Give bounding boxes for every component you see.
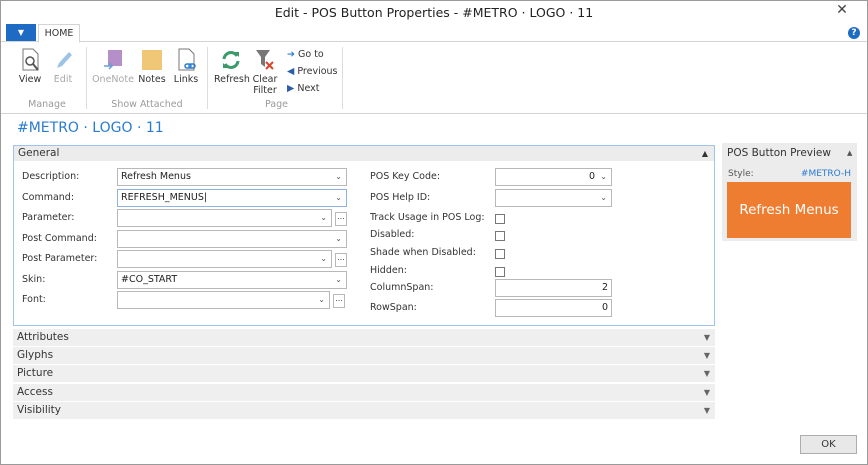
chevron-down-icon: ▼ (703, 369, 710, 378)
shade-when-disabled-label: Shade when Disabled: (370, 247, 476, 258)
previous-button[interactable]: ◀ Previous (287, 66, 338, 77)
onenote-button[interactable]: OneNote (92, 48, 134, 85)
description-label: Description: (22, 171, 80, 182)
previous-icon: ◀ (287, 66, 295, 77)
onenote-icon (104, 50, 122, 70)
skin-field[interactable]: #CO_START ⌄ (117, 271, 347, 289)
row-span-label: RowSpan: (370, 302, 417, 313)
divider (86, 47, 87, 109)
view-icon (22, 48, 39, 71)
preview-title: POS Button Preview (727, 147, 831, 159)
general-header[interactable]: General ▲ (14, 146, 714, 161)
chevron-down-icon: ⌄ (335, 172, 342, 181)
help-icon[interactable]: ? (848, 27, 860, 39)
chevron-down-icon: ⌄ (318, 295, 325, 304)
parameter-lookup-button[interactable]: ... (335, 212, 347, 226)
link-icon (178, 48, 196, 71)
general-panel (13, 145, 715, 326)
section-glyphs[interactable]: Glyphs ▼ (13, 347, 715, 364)
next-button[interactable]: ▶ Next (287, 83, 320, 94)
notes-button[interactable]: Notes (137, 48, 167, 85)
chevron-down-icon: ⌄ (335, 234, 342, 243)
close-icon[interactable]: ✕ (836, 2, 848, 18)
disabled-label: Disabled: (370, 229, 415, 240)
chevron-up-icon: ▲ (701, 149, 708, 158)
refresh-icon (222, 51, 240, 69)
chevron-down-icon: ▼ (703, 351, 710, 360)
disabled-checkbox[interactable] (495, 231, 505, 241)
chevron-down-icon: ⌄ (335, 193, 342, 202)
post-parameter-lookup-button[interactable]: ... (335, 253, 347, 267)
ribbon-tab-bar (1, 22, 867, 42)
pencil-icon (57, 52, 72, 68)
go-to-button[interactable]: ➔ Go to (287, 49, 324, 60)
command-label: Command: (22, 192, 75, 203)
command-field[interactable]: REFRESH_MENUS| ⌄ (117, 189, 347, 207)
column-span-label: ColumnSpan: (370, 282, 434, 293)
chevron-down-icon: ▼ (703, 388, 710, 397)
note-icon (142, 50, 162, 70)
font-label: Font: (22, 294, 46, 305)
preview-button[interactable]: Refresh Menus (727, 182, 851, 238)
hidden-label: Hidden: (370, 265, 407, 276)
chevron-down-icon: ⌄ (320, 254, 327, 263)
parameter-field[interactable]: ⌄ (117, 209, 332, 227)
app-menu-button[interactable]: ▼ (6, 24, 36, 41)
section-access[interactable]: Access ▼ (13, 384, 715, 401)
refresh-button[interactable]: Refresh (214, 48, 250, 85)
section-visibility[interactable]: Visibility ▼ (13, 402, 715, 419)
view-button[interactable]: View (14, 48, 46, 85)
post-parameter-label: Post Parameter: (22, 253, 98, 264)
pos-help-id-field[interactable]: ⌄ (495, 189, 612, 207)
arrow-right-icon: ➔ (287, 49, 295, 60)
group-page-label: Page (265, 99, 288, 110)
track-usage-checkbox[interactable] (495, 214, 505, 224)
row-span-field[interactable]: 0 (495, 299, 612, 317)
parameter-label: Parameter: (22, 212, 75, 223)
track-usage-label: Track Usage in POS Log: (370, 212, 485, 223)
chevron-down-icon: ⌄ (320, 213, 327, 222)
skin-label: Skin: (22, 274, 46, 285)
font-field[interactable]: ⌄ (117, 291, 330, 309)
section-attributes[interactable]: Attributes ▼ (13, 329, 715, 346)
post-command-label: Post Command: (22, 233, 97, 244)
chevron-up-icon[interactable]: ▲ (847, 149, 853, 157)
style-value: #METRO-H (800, 169, 851, 179)
chevron-down-icon: ⌄ (600, 172, 607, 181)
pos-key-code-label: POS Key Code: (370, 171, 441, 182)
pos-key-code-field[interactable]: 0 ⌄ (495, 168, 612, 186)
description-field[interactable]: Refresh Menus ⌄ (117, 168, 347, 186)
clear-filter-icon (256, 50, 274, 70)
shade-when-disabled-checkbox[interactable] (495, 249, 505, 259)
page-title: #METRO · LOGO · 11 (17, 120, 164, 136)
divider (207, 47, 208, 109)
ok-button[interactable]: OK (800, 435, 857, 454)
divider (342, 47, 343, 109)
ribbon (1, 42, 867, 114)
post-command-field[interactable]: ⌄ (117, 230, 347, 248)
links-button[interactable]: Links (172, 48, 200, 85)
style-label: Style: (728, 169, 754, 179)
section-picture[interactable]: Picture ▼ (13, 365, 715, 382)
post-parameter-field[interactable]: ⌄ (117, 250, 332, 268)
chevron-down-icon: ▼ (703, 406, 710, 415)
group-manage-label: Manage (28, 99, 66, 110)
tab-home[interactable]: HOME (38, 24, 80, 43)
group-show-attached-label: Show Attached (111, 99, 183, 110)
clear-filter-button[interactable]: Clear Filter (250, 48, 280, 96)
pos-help-id-label: POS Help ID: (370, 192, 431, 203)
font-lookup-button[interactable]: ... (333, 294, 345, 308)
edit-button[interactable]: Edit (48, 48, 78, 85)
window-title: Edit - POS Button Properties - #METRO · … (274, 5, 594, 20)
column-span-field[interactable]: 2 (495, 279, 612, 297)
chevron-down-icon: ▼ (703, 333, 710, 342)
hidden-checkbox[interactable] (495, 267, 505, 277)
next-icon: ▶ (287, 83, 295, 94)
chevron-down-icon: ⌄ (600, 193, 607, 202)
chevron-down-icon: ⌄ (335, 275, 342, 284)
